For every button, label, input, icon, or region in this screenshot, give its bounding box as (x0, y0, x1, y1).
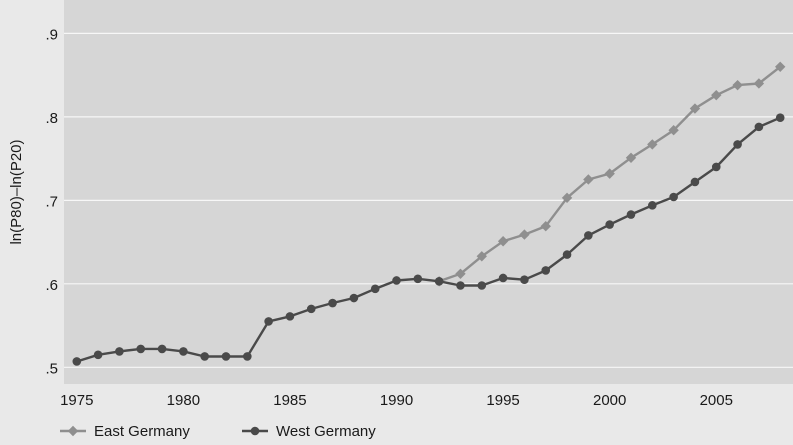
legend-marker-west-germany (250, 426, 260, 436)
data-point-west-germany (136, 344, 146, 354)
data-point-east-germany (732, 79, 743, 91)
data-point-east-germany (689, 103, 701, 114)
x-tick-label: 1985 (273, 392, 306, 409)
data-point-west-germany (349, 293, 359, 303)
y-tick-label: .6 (45, 277, 58, 294)
data-point-west-germany (690, 177, 700, 187)
data-point-west-germany (413, 274, 423, 284)
data-point-east-germany (455, 268, 466, 280)
data-point-east-germany (647, 139, 658, 150)
y-tick-label: .9 (45, 26, 58, 43)
data-point-west-germany (477, 281, 487, 290)
data-point-east-germany (668, 125, 679, 136)
data-point-west-germany (115, 347, 124, 356)
data-point-west-germany (541, 266, 551, 275)
data-point-west-germany (648, 201, 657, 210)
data-point-east-germany (476, 251, 487, 262)
x-tick-label: 2000 (593, 392, 626, 409)
series-line-west-germany (76, 116, 781, 363)
x-tick-labels: 1975 1980 1985 1990 1995 2000 2005 (60, 392, 733, 409)
data-point-west-germany (584, 231, 593, 240)
plot-area (64, 0, 793, 384)
x-tick-label: 1990 (380, 392, 413, 409)
legend-marker-east-germany (67, 425, 79, 437)
legend: East Germany West Germany (60, 423, 376, 440)
gridlines (64, 32, 793, 368)
data-point-west-germany (392, 276, 401, 285)
data-point-east-germany (497, 236, 509, 247)
y-tick-labels: .5 .6 .7 .8 .9 (45, 26, 58, 377)
x-tick-label: 1975 (60, 392, 93, 409)
data-point-east-germany (711, 89, 722, 101)
data-point-west-germany (733, 140, 742, 149)
data-point-west-germany (179, 347, 188, 356)
data-point-west-germany (157, 344, 167, 354)
legend-item-east-germany: East Germany (60, 423, 190, 440)
data-point-west-germany (434, 277, 444, 286)
data-point-west-germany (285, 312, 295, 321)
data-point-west-germany (306, 304, 316, 314)
data-point-west-germany (669, 192, 678, 202)
y-tick-label: .7 (45, 193, 58, 210)
data-point-east-germany (753, 78, 765, 89)
data-point-west-germany (605, 220, 614, 229)
data-point-west-germany (221, 352, 231, 361)
data-point-west-germany (775, 113, 785, 123)
legend-label-west-germany: West Germany (276, 423, 376, 440)
y-axis-title: ln(P80)–ln(P20) (8, 139, 25, 244)
data-point-west-germany (72, 357, 82, 366)
data-point-east-germany (561, 192, 573, 204)
data-point-east-germany (583, 174, 594, 185)
series-layer (72, 61, 786, 366)
data-point-west-germany (711, 162, 721, 172)
data-point-east-germany (540, 221, 551, 232)
data-point-west-germany (200, 352, 209, 361)
data-point-west-germany (264, 317, 273, 326)
x-tick-label: 2005 (700, 392, 733, 409)
data-point-east-germany (604, 168, 615, 179)
data-point-west-germany (520, 275, 529, 284)
x-tick-label: 1980 (167, 392, 200, 409)
data-point-west-germany (562, 250, 572, 259)
data-point-west-germany (370, 284, 380, 294)
x-tick-label: 1995 (486, 392, 519, 409)
legend-item-west-germany: West Germany (242, 423, 376, 440)
data-point-west-germany (754, 122, 764, 132)
data-point-west-germany (328, 298, 337, 308)
legend-label-east-germany: East Germany (94, 423, 190, 440)
data-point-east-germany (519, 229, 530, 240)
series-east-germany (433, 61, 786, 287)
y-tick-label: .8 (45, 110, 58, 127)
data-point-east-germany (775, 61, 786, 72)
data-point-west-germany (243, 352, 252, 361)
series-west-germany (72, 113, 785, 366)
data-point-east-germany (625, 152, 637, 163)
y-tick-label: .5 (45, 360, 58, 377)
data-point-west-germany (93, 350, 103, 360)
data-point-west-germany (626, 210, 636, 219)
data-point-west-germany (498, 273, 508, 283)
data-point-west-germany (456, 281, 465, 290)
